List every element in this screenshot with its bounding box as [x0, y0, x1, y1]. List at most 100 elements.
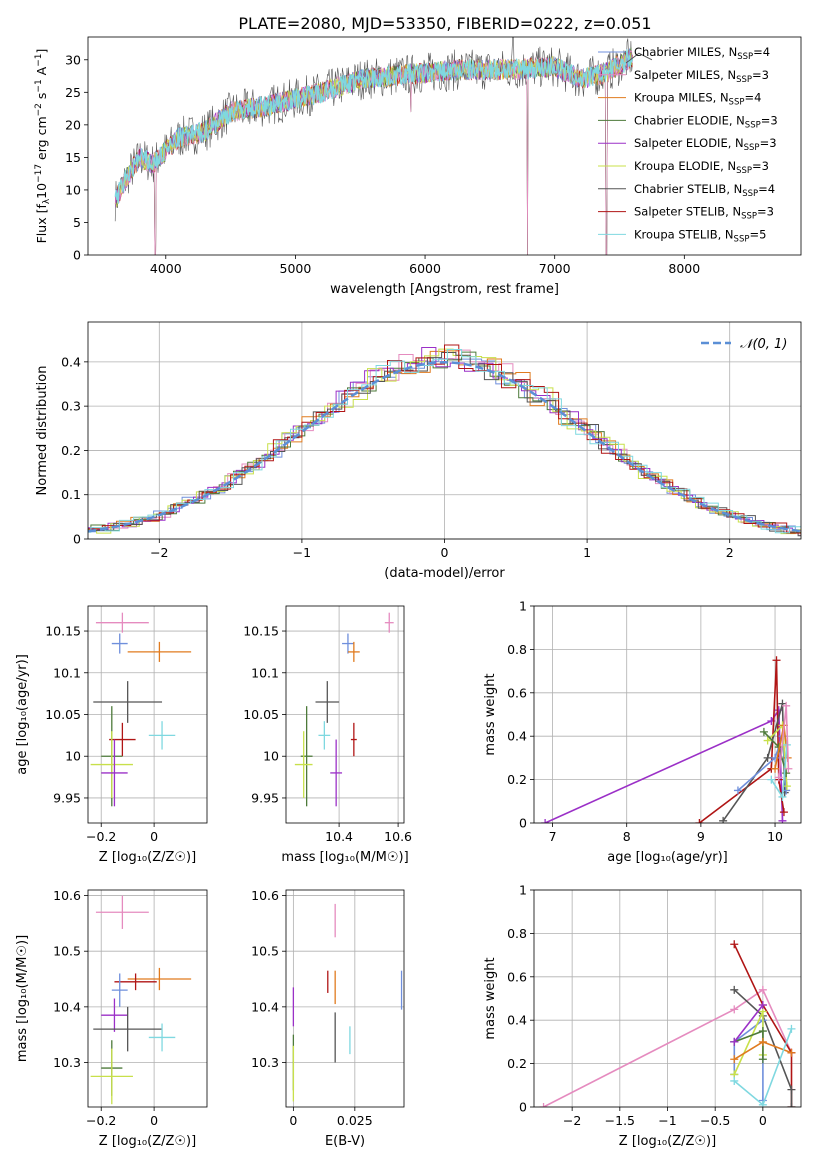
x-tick-label: 9	[697, 829, 705, 844]
x-tick-label: −0.5	[700, 1113, 730, 1128]
legend-label-tail: =3	[760, 136, 777, 150]
plot-age_vs_mass: 10.4 10.6 9.95 10 10.05 10.1 10.15 mass [log₁₀(…	[243, 605, 412, 865]
legend-label: Chabrier ELODIE, NSSP=3	[634, 113, 778, 130]
plot-area-weight_vs_Z	[539, 940, 796, 1107]
y-tick-label: 10.4	[251, 999, 279, 1014]
legend-label-main: Salpeter STELIB, N	[634, 205, 741, 219]
hist-step-kroupa_stelib	[88, 349, 801, 534]
legend-label-sub: SSP	[741, 212, 757, 222]
marker-kroupa_miles	[771, 764, 780, 773]
x-tick-label: 8	[623, 829, 631, 844]
marker-kroupa_stelib	[787, 1024, 796, 1033]
marker-kroupa_miles	[758, 1037, 767, 1046]
legend-label-tail: =3	[761, 113, 778, 127]
x-tick-label: −1.5	[605, 1113, 635, 1128]
y-tick-label: 10.1	[53, 665, 81, 680]
x-tick-label: 7000	[539, 261, 571, 276]
legend-label: Kroupa ELODIE, NSSP=3	[634, 159, 769, 176]
y-axis-label-part: s	[34, 93, 49, 104]
x-tick-label: 8000	[668, 261, 700, 276]
y-tick-label: 10.05	[45, 707, 81, 722]
axes-frame	[87, 889, 208, 1108]
y-tick-label: 10.5	[251, 944, 279, 959]
y-tick-label: 0.1	[61, 487, 81, 502]
marker-chabrier_stelib	[719, 816, 728, 823]
marker-chabrier_elodie	[759, 727, 768, 736]
series-line-kroupa_stelib	[114, 49, 634, 204]
plot-area-spectrum	[114, 37, 653, 255]
x-tick-label: 6000	[409, 261, 441, 276]
y-tick-label: 0.8	[507, 926, 527, 941]
plot-area-weight_vs_age	[541, 656, 793, 823]
x-axis-label: Z [log₁₀(Z/Z☉)]	[99, 850, 196, 865]
y-tick-label: 20	[65, 117, 81, 132]
x-tick-label: 0.025	[337, 1113, 373, 1128]
marker-chabrier_stelib	[787, 1103, 796, 1107]
x-tick-label: −2	[150, 545, 168, 560]
y-tick-label: 10.1	[251, 665, 279, 680]
x-tick-label: −2	[563, 1113, 581, 1128]
plot-spectrum: 4000 5000 6000 7000 8000 0 5 10 15 20 25 30 waveleng…	[34, 36, 802, 297]
y-tick-label: 0.6	[507, 685, 527, 700]
legend-label: Salpeter ELODIE, NSSP=3	[634, 136, 777, 153]
legend-label-tail: =3	[752, 159, 769, 173]
marker-kroupa_elodie	[763, 736, 772, 745]
y-axis-label-part: −1	[34, 54, 44, 67]
y-axis-label-part: erg cm	[34, 116, 49, 164]
y-axis-label: Normed distribution	[35, 366, 50, 496]
axes-frame	[533, 605, 802, 824]
series-line-salpeter_stelib	[698, 660, 785, 823]
legend-label-sub: SSP	[745, 120, 761, 130]
x-tick-label: 0	[289, 1113, 297, 1128]
y-tick-label: 0.6	[507, 969, 527, 984]
marker-salpeter_stelib	[730, 940, 739, 949]
legend-label-main: Salpeter MILES, N	[634, 68, 736, 82]
marker-salpeter_miles	[758, 985, 767, 994]
y-tick-label: 30	[65, 52, 81, 67]
x-tick-label: −0.2	[86, 1113, 116, 1128]
y-tick-label: 10.6	[251, 888, 279, 903]
plot-mass_vs_Z: −0.2 0 10.3 10.4 10.5 10.6 Z [log₁₀(Z/Z☉)] mass…	[15, 888, 208, 1149]
y-tick-label: 0.4	[507, 1013, 527, 1028]
y-axis-label: Flux [fλ10−17 erg cm−2 s−1 A−1]	[34, 49, 52, 244]
legend-label-tail: =3	[757, 205, 774, 219]
y-tick-label: 10	[65, 182, 81, 197]
marker-kroupa_stelib	[778, 792, 787, 801]
plot-mass_vs_EBV: 0 0.025 10.3 10.4 10.5 10.6 E(B-V)	[251, 888, 405, 1149]
plot-area-mass_vs_Z	[90, 895, 192, 1105]
y-axis-label-part: Flux [f	[34, 204, 49, 244]
y-axis-label: mass [log₁₀(M/M☉)]	[15, 935, 30, 1062]
marker-kroupa_stelib	[758, 1100, 767, 1107]
y-axis-label: mass weight	[483, 673, 498, 755]
legend-label-main: Kroupa STELIB, N	[634, 227, 734, 241]
x-tick-label: 7	[549, 829, 557, 844]
marker-salpeter_stelib	[779, 808, 788, 817]
y-tick-label: 10.15	[45, 624, 81, 639]
marker-salpeter_stelib	[695, 819, 704, 823]
legend-label-tail: =4	[758, 182, 775, 196]
legend-label-gaussian: 𝒩(0, 1)	[740, 337, 787, 352]
x-tick-label: 4000	[150, 261, 182, 276]
marker-salpeter_miles	[539, 1103, 548, 1107]
x-axis-label: E(B-V)	[325, 1134, 365, 1149]
marker-salpeter_stelib	[772, 656, 781, 665]
x-axis-label: mass [log₁₀(M/M☉)]	[281, 850, 408, 865]
x-tick-label: 0	[150, 829, 158, 844]
legend-label-main: Chabrier STELIB, N	[634, 182, 742, 196]
legend-label-tail: =4	[753, 45, 770, 59]
figure-title: PLATE=2080, MJD=53350, FIBERID=0222, z=0…	[238, 14, 651, 33]
series-line-salpeter_elodie	[733, 1004, 764, 1043]
y-tick-label: 1	[519, 883, 527, 898]
legend-label-main: Chabrier MILES, N	[634, 45, 737, 59]
legend-label-sub: SSP	[729, 98, 745, 108]
x-tick-label: 2	[726, 545, 734, 560]
y-axis-label: age [log₁₀(age/yr)]	[15, 654, 30, 775]
marker-kroupa_miles	[730, 1055, 739, 1064]
marker-salpeter_elodie	[758, 1001, 767, 1010]
y-axis-label-part: −17	[34, 164, 44, 183]
y-tick-label: 0.8	[507, 642, 527, 657]
legend-label: Chabrier MILES, NSSP=4	[634, 45, 770, 62]
y-tick-label: 10.6	[53, 888, 81, 903]
legend-label-sub: SSP	[742, 189, 758, 199]
axes-frame	[285, 889, 405, 1108]
